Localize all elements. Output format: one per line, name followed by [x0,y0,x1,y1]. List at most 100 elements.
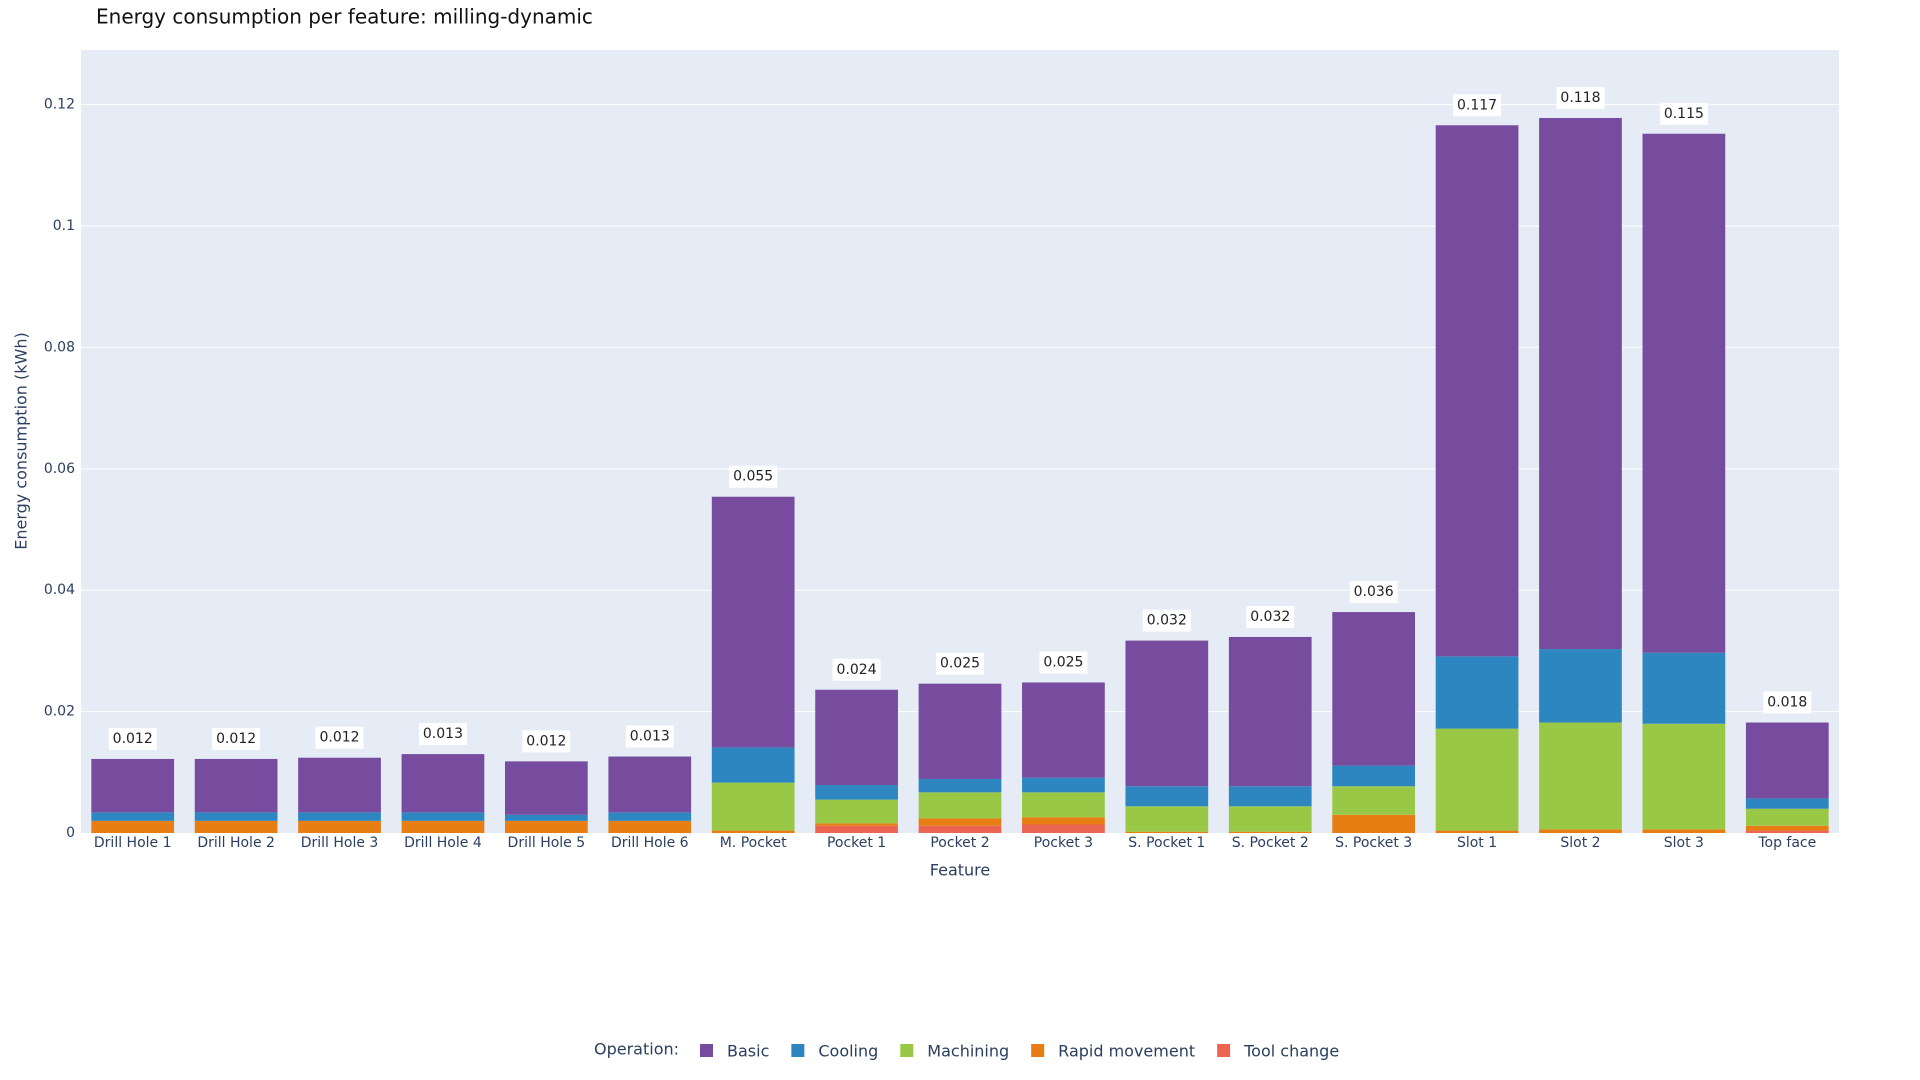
total-label-box [1246,605,1295,628]
bar-segment [1022,824,1105,833]
y-tick-label: 0.08 [44,339,75,355]
y-axis-title: Energy consumption (kWh) [12,332,31,550]
legend-label: Rapid movement [1058,1042,1195,1061]
bar-segment [815,689,898,786]
bar-segment [1125,831,1209,833]
bar-segment [1642,652,1726,724]
bar-segment [711,496,795,748]
y-tick-label: 0.12 [44,97,75,113]
bar-segment [1539,829,1622,833]
bar-segment [1539,722,1622,830]
total-label: 0.025 [940,656,980,672]
x-tick-label: Slot 3 [1664,835,1704,851]
bar-segment [918,792,1002,819]
bar-segment [1539,649,1622,723]
bar-segment [1228,831,1312,833]
total-label-box [1039,651,1088,674]
y-tick-label: 0.04 [44,582,75,598]
x-tick-label: Pocket 2 [930,835,989,851]
bar-segment [401,812,485,821]
total-label-box [729,465,778,488]
x-tick-label: Pocket 3 [1034,835,1093,851]
bar-segment [1435,728,1519,831]
x-tick-label: S. Pocket 2 [1232,835,1309,851]
y-tick-label: 0.02 [44,704,75,720]
bar-segment [194,758,278,813]
bar-segment [1125,806,1209,832]
bar-segment [1745,722,1829,799]
total-label: 0.013 [423,726,463,742]
total-label: 0.118 [1560,90,1600,106]
legend-swatch [1031,1044,1045,1057]
bar-segment [918,683,1002,779]
bar-segment [711,782,795,831]
bar-segment [1539,117,1622,650]
bar-segment [1022,792,1105,818]
x-tick-label: Drill Hole 2 [197,835,275,851]
bar-segment [1125,786,1209,807]
x-axis-title: Feature [930,861,990,880]
bar-segment [815,785,898,800]
bar-segment [1332,786,1416,815]
bar-segment [1228,806,1312,832]
total-label: 0.117 [1457,97,1497,113]
bar-segment [1642,723,1726,830]
bar-segment [298,812,381,821]
x-tick-label: Pocket 1 [827,835,886,851]
total-label-box [936,652,984,675]
total-label-box [1763,691,1812,714]
bar-segment [1642,829,1726,833]
legend-label: Tool change [1243,1042,1339,1061]
x-tick-label: Slot 1 [1457,835,1497,851]
bar-segment [1435,830,1519,833]
legend-label: Basic [727,1042,769,1061]
bar-segment [1332,814,1416,833]
bar-segment [1435,125,1519,657]
total-label-box [1349,581,1398,604]
bar-segment [1642,133,1726,653]
bar-segment [298,820,381,833]
total-label: 0.025 [1043,654,1083,670]
x-tick-label: Drill Hole 1 [94,835,172,851]
bar-segment [1022,777,1105,793]
bar-segment [1745,808,1829,826]
total-label: 0.036 [1354,584,1394,600]
legend: Operation: Basic Cooling Machining Rapid mov… [594,1040,1339,1061]
bar-segment [1228,786,1312,807]
x-tick-label: Drill Hole 6 [611,835,689,851]
bar-segment [401,820,485,833]
bar-segment [1435,656,1519,729]
bar-segment [1022,682,1105,778]
bar-segment [194,812,278,821]
total-label: 0.013 [630,729,670,745]
bar-segment [1745,798,1829,809]
total-label-box [1659,102,1708,125]
x-tick-label: Slot 2 [1560,835,1600,851]
bar-segment [298,757,381,813]
total-label: 0.115 [1664,106,1704,122]
bar-segment [401,754,485,813]
legend-title: Operation: [594,1040,679,1059]
bar-segment [504,820,588,833]
bar-segment [1022,817,1105,825]
bar-segment [711,747,795,783]
total-label-box [1453,94,1502,117]
bar-segment [815,825,898,833]
x-tick-label: Drill Hole 3 [301,835,379,851]
bar-segment [608,820,692,833]
bar-segment [91,812,175,821]
legend-swatch [1217,1044,1231,1057]
total-label: 0.024 [837,662,877,678]
bar-segment [194,820,278,833]
bar-segment [91,758,175,813]
bar-segment [1332,765,1416,787]
x-tick-label: S. Pocket 3 [1335,835,1412,851]
chart-title: Energy consumption per feature: milling-… [96,5,593,29]
bar-segment [918,825,1002,833]
bar-segment [504,814,588,821]
bar-segment [1745,825,1829,831]
bar-segment [815,823,898,826]
x-tick-label: S. Pocket 1 [1128,835,1205,851]
x-tick-label: Drill Hole 5 [508,835,586,851]
